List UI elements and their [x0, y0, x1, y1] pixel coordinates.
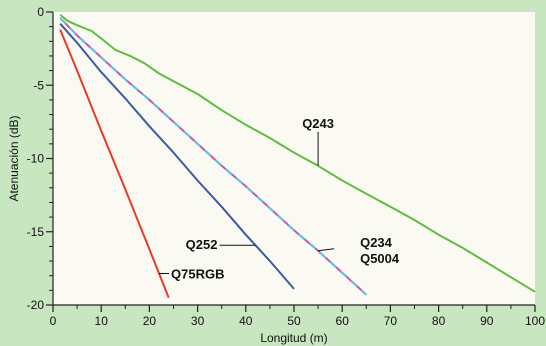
plot-area: [53, 12, 535, 305]
y-axis-title: Atenuación (dB): [7, 115, 21, 201]
tick-labels: 0 -5 -10 -15 -20 0 10 20 30 40 50 60 70 80 90 100: [27, 5, 546, 328]
y-tick-label: -20: [27, 298, 45, 312]
series-line-q252: [59, 23, 295, 290]
x-tick-label: 40: [239, 314, 253, 328]
x-tick-label: 50: [287, 314, 301, 328]
x-tick-label: 90: [480, 314, 494, 328]
series-label-q252: Q252: [186, 237, 218, 252]
series-label-q5004: Q5004: [360, 251, 400, 266]
x-tick-label: 70: [384, 314, 398, 328]
axes: [46, 11, 536, 312]
x-tick-label: 30: [191, 314, 205, 328]
y-tick-label: -10: [27, 152, 45, 166]
x-tick-label: 80: [432, 314, 446, 328]
x-tick-label: 20: [143, 314, 157, 328]
y-tick-label: 0: [37, 5, 44, 19]
x-tick-label: 10: [95, 314, 109, 328]
series-line-q5004: [59, 17, 367, 296]
y-tick-label: -5: [33, 78, 44, 92]
x-tick-label: 100: [525, 314, 545, 328]
leader-line: [318, 248, 335, 252]
x-tick-label: 60: [336, 314, 350, 328]
minor-ticks: [49, 26, 512, 309]
series-layer: [59, 14, 536, 299]
series-label-q75rgb: Q75RGB: [171, 267, 224, 282]
series-line-q243: [59, 14, 536, 293]
x-tick-label: 0: [50, 314, 57, 328]
series-label-q234: Q234: [360, 235, 393, 250]
x-axis-title: Longitud (m): [260, 331, 327, 345]
series-line-q75rgb: [59, 29, 170, 299]
series-label-q243: Q243: [302, 116, 334, 131]
y-tick-label: -15: [27, 225, 45, 239]
